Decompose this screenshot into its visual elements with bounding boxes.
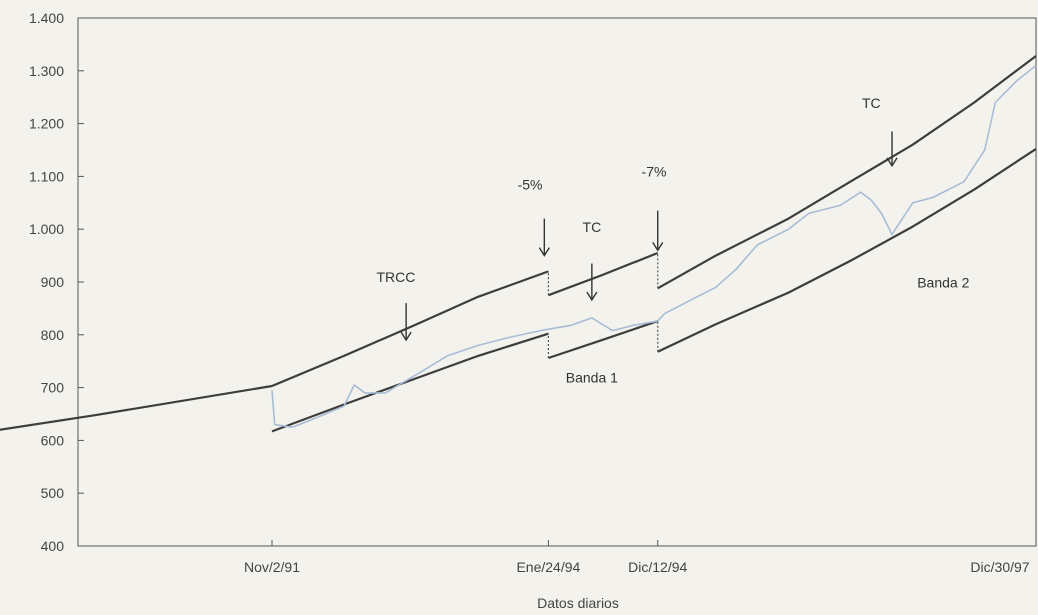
- series-crawling-peg: [0, 384, 273, 431]
- annotation-label: Banda 2: [917, 274, 969, 290]
- x-tick-label: Dic/12/94: [628, 559, 687, 575]
- chart-lines: [0, 55, 1037, 433]
- y-tick-label: 1.300: [29, 63, 64, 79]
- arrow-head: [586, 291, 598, 302]
- series-banda-2: [657, 147, 1037, 353]
- y-tick-label: 1.100: [29, 168, 64, 184]
- series-trcc: [271, 270, 549, 388]
- plot-frame: [77, 17, 1037, 547]
- annotation-label: TC: [862, 95, 881, 111]
- y-tick-label: 900: [41, 274, 65, 290]
- y-tick-label: 1.200: [29, 116, 64, 132]
- x-tick-label: Ene/24/94: [516, 559, 580, 575]
- y-tick-label: 500: [41, 485, 65, 501]
- arrow-head: [400, 331, 412, 342]
- annotation-label: -5%: [518, 177, 543, 193]
- arrow-head: [538, 247, 550, 257]
- series-tc: [271, 64, 1037, 428]
- x-tick-label: Dic/30/97: [970, 559, 1029, 575]
- arrow-head: [652, 241, 664, 252]
- series-banda-1: [548, 320, 659, 360]
- arrow-head: [886, 157, 898, 168]
- x-tick-label: Nov/2/91: [244, 559, 300, 575]
- annotation-label: TC: [583, 219, 602, 235]
- y-tick-label: 700: [41, 380, 65, 396]
- y-tick-label: 600: [41, 432, 65, 448]
- chart-axes: [77, 17, 1037, 547]
- y-tick-label: 1.000: [29, 221, 64, 237]
- series-banda-1: [271, 332, 549, 433]
- annotation-label: TRCC: [376, 269, 415, 285]
- y-tick-label: 800: [41, 327, 65, 343]
- series-banda-1: [548, 251, 659, 297]
- series-banda-2: [657, 55, 1037, 290]
- chart-ticks: 400 500 600 700 800 900 1.000 1.100 1.200 1.300 1.…: [29, 10, 1037, 575]
- y-tick-label: 400: [41, 538, 65, 554]
- annotation-label: -7%: [642, 163, 667, 179]
- y-tick-label: 1.400: [29, 10, 64, 26]
- annotation-label: Banda 1: [566, 369, 618, 385]
- x-axis-label: Datos diarios: [537, 595, 619, 611]
